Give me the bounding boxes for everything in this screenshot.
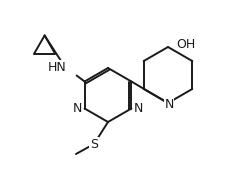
Text: OH: OH (176, 38, 195, 52)
Text: S: S (90, 138, 98, 150)
Text: HN: HN (48, 61, 67, 74)
Text: N: N (133, 102, 143, 115)
Text: N: N (164, 98, 174, 111)
Text: N: N (73, 102, 83, 115)
